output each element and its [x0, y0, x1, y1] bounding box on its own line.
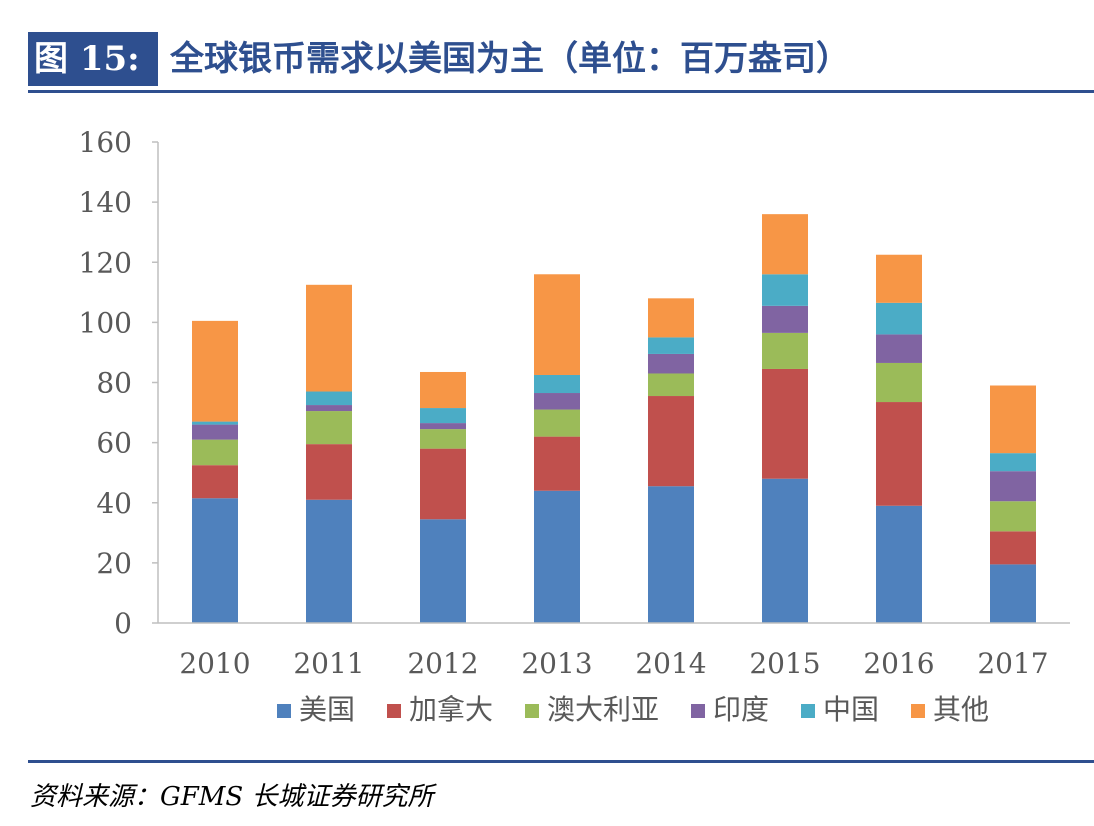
x-tick-label: 2010 — [179, 647, 250, 680]
bar-segment — [420, 408, 466, 424]
bar-segment — [534, 409, 580, 437]
legend-swatch — [277, 704, 291, 718]
bar-segment — [306, 391, 352, 406]
bar-segment — [192, 421, 238, 425]
x-tick-label: 2012 — [407, 647, 478, 680]
x-axis: 2010 2011 2012 2013 2014 2015 2016 2017 — [158, 622, 1070, 680]
y-axis: 0 20 40 60 80 100 120 140 160 — [79, 126, 159, 640]
source-note: 资料来源：GFMS 长城证券研究所 — [30, 782, 434, 812]
bar-segment — [876, 362, 922, 403]
bar-segment — [762, 274, 808, 306]
legend-label: 印度 — [713, 693, 769, 726]
x-tick-label: 2013 — [521, 647, 592, 680]
bar-segment — [306, 411, 352, 445]
bar-segment — [762, 368, 808, 479]
bar-segment — [876, 254, 922, 303]
bar-segment — [876, 302, 922, 335]
legend-label: 澳大利亚 — [547, 693, 659, 726]
bar-segment — [648, 396, 694, 487]
bar-segment — [420, 429, 466, 449]
y-tick-label: 120 — [79, 246, 132, 279]
bar-segment — [648, 298, 694, 338]
legend-label: 加拿大 — [409, 693, 493, 726]
legend-swatch — [801, 704, 815, 718]
y-tick-label: 40 — [96, 487, 132, 520]
x-tick-label: 2017 — [977, 647, 1048, 680]
bar-segment — [306, 444, 352, 500]
figure-header: 图 15: 全球银币需求以美国为主（单位：百万盎司） — [28, 28, 1094, 90]
bar-segment — [876, 402, 922, 506]
bar-segment — [990, 471, 1036, 502]
bar-segment — [762, 478, 808, 623]
y-tick-label: 80 — [96, 367, 132, 400]
bar-segment — [420, 371, 466, 409]
x-tick-label: 2016 — [863, 647, 934, 680]
legend-swatch — [911, 704, 925, 718]
bar-segment — [762, 305, 808, 333]
bar-segment — [192, 439, 238, 466]
bar-segment — [192, 424, 238, 440]
bar-segment — [534, 393, 580, 410]
bar-segment — [306, 499, 352, 623]
legend-swatch — [525, 704, 539, 718]
bar-segment — [420, 423, 466, 430]
bar-segment — [648, 373, 694, 397]
bar-segment — [762, 214, 808, 275]
bar-segment — [534, 490, 580, 623]
y-tick-label: 60 — [96, 427, 132, 460]
y-tick-label: 100 — [79, 306, 132, 339]
bar-segment — [990, 385, 1036, 454]
y-tick-label: 0 — [114, 607, 132, 640]
legend-label: 其他 — [933, 693, 989, 726]
figure-title: 全球银币需求以美国为主（单位：百万盎司） — [170, 39, 850, 79]
bar-segment — [306, 405, 352, 412]
bar-segment — [648, 353, 694, 374]
bar-segment — [420, 448, 466, 520]
bar-segment — [648, 337, 694, 354]
footer-divider — [28, 760, 1094, 763]
x-tick-label: 2011 — [293, 647, 364, 680]
y-tick-label: 20 — [96, 547, 132, 580]
bar-segment — [990, 531, 1036, 565]
bar-segment — [192, 498, 238, 623]
legend-swatch — [387, 704, 401, 718]
bar-segment — [762, 332, 808, 369]
bar-segment — [876, 505, 922, 623]
bar-segment — [534, 436, 580, 491]
bar-segment — [192, 320, 238, 422]
legend-swatch — [691, 704, 705, 718]
bar-segment — [192, 465, 238, 499]
bar-segment — [990, 453, 1036, 472]
x-tick-label: 2014 — [635, 647, 706, 680]
legend: 美国 加拿大 澳大利亚 印度 中国 其他 — [277, 693, 989, 726]
bar-segment — [990, 501, 1036, 532]
bar-stacks — [192, 214, 1036, 623]
header-divider — [28, 90, 1094, 93]
legend-label: 美国 — [299, 693, 355, 726]
bar-segment — [876, 334, 922, 363]
y-tick-label: 140 — [79, 186, 132, 219]
bar-segment — [534, 274, 580, 375]
bar-segment — [990, 564, 1036, 623]
figure-label: 图 15: — [28, 32, 158, 86]
bar-segment — [534, 374, 580, 394]
bar-segment — [306, 284, 352, 392]
bar-segment — [648, 486, 694, 623]
x-tick-label: 2015 — [749, 647, 820, 680]
y-tick-label: 160 — [79, 126, 132, 159]
legend-label: 中国 — [823, 693, 879, 726]
bar-segment — [420, 519, 466, 623]
